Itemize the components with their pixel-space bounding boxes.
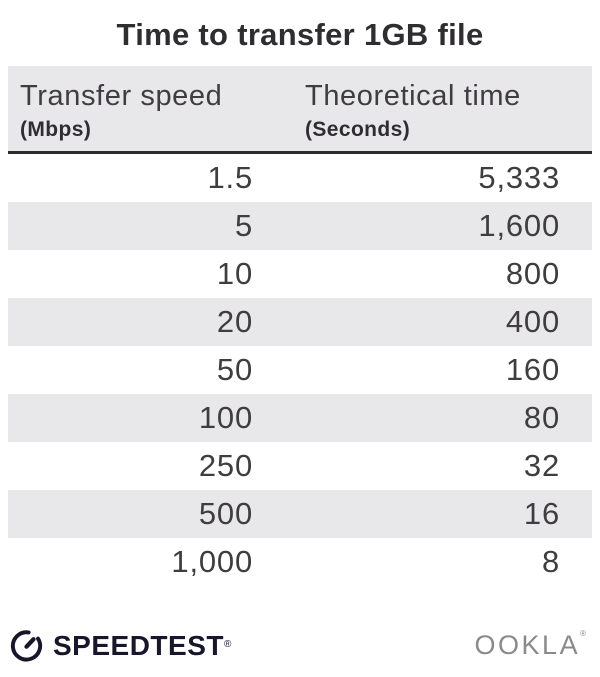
- speed-cell: 500: [198, 496, 253, 531]
- speed-cell: 50: [216, 352, 253, 387]
- column-header-speed-unit: (Mbps): [20, 118, 92, 141]
- time-cell: 160: [505, 352, 560, 387]
- table-row: 1,000 8: [8, 538, 592, 586]
- speed-cell: 10: [216, 256, 253, 291]
- speedtest-wordmark: SPEEDTEST: [53, 629, 224, 661]
- table-row: 20 400: [8, 298, 592, 346]
- column-header-time: Theoretical time (Seconds): [253, 66, 592, 151]
- ookla-logo: OOKLA ®: [475, 627, 586, 664]
- table-row: 100 80: [8, 394, 592, 442]
- column-header-speed: Transfer speed (Mbps): [8, 66, 253, 151]
- speed-cell: 20: [216, 304, 253, 339]
- speed-cell: 250: [198, 448, 253, 483]
- time-cell: 16: [523, 496, 560, 531]
- table-row: 1.5 5,333: [8, 154, 592, 202]
- page-title: Time to transfer 1GB file: [116, 17, 484, 52]
- time-cell: 8: [541, 544, 560, 579]
- time-cell: 400: [505, 304, 560, 339]
- table-row: 250 32: [8, 442, 592, 490]
- speed-cell: 1.5: [207, 160, 253, 195]
- speed-cell: 100: [198, 400, 253, 435]
- time-cell: 80: [523, 400, 560, 435]
- table-row: 10 800: [8, 250, 592, 298]
- time-cell: 32: [523, 448, 560, 483]
- speedtest-trademark-mark: ®: [223, 639, 232, 650]
- table-body: 1.5 5,333 5 1,600 10 800 20 400 50 160 1…: [8, 154, 592, 586]
- speed-cell: 1,000: [171, 544, 253, 579]
- column-header-time-label: Theoretical time: [305, 80, 521, 112]
- ookla-wordmark: OOKLA: [474, 629, 581, 660]
- table-row: 50 160: [8, 346, 592, 394]
- column-header-speed-label: Transfer speed: [20, 80, 223, 112]
- time-cell: 800: [505, 256, 560, 291]
- speedometer-gauge-icon: [10, 629, 43, 661]
- table-row: 5 1,600: [8, 202, 592, 250]
- column-header-time-unit: (Seconds): [305, 118, 411, 141]
- transfer-time-table: Transfer speed (Mbps) Theoretical time (…: [8, 66, 592, 586]
- ookla-trademark-mark: ®: [580, 628, 586, 638]
- footer-brand-bar: SPEEDTEST ® OOKLA ®: [8, 624, 586, 666]
- table-row: 500 16: [8, 490, 592, 538]
- speedtest-logo: SPEEDTEST ®: [8, 627, 231, 664]
- time-cell: 1,600: [478, 208, 560, 243]
- table-header-row: Transfer speed (Mbps) Theoretical time (…: [8, 66, 592, 154]
- time-cell: 5,333: [478, 160, 560, 195]
- speed-cell: 5: [234, 208, 253, 243]
